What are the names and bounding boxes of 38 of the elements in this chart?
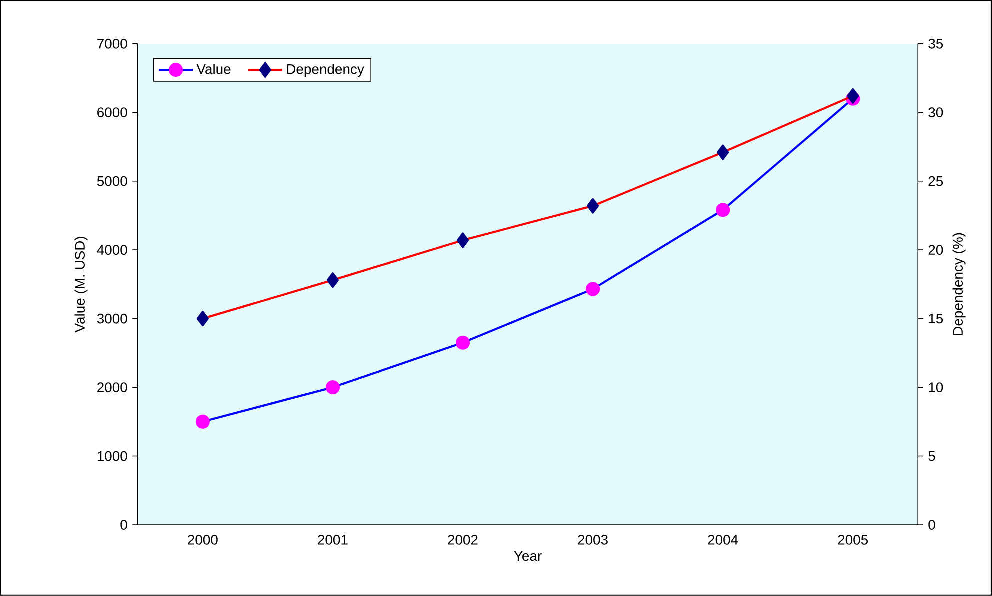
x-tick-label: 2003 bbox=[578, 535, 608, 545]
point bbox=[196, 311, 209, 327]
x-tick-label: 2001 bbox=[318, 535, 348, 545]
point bbox=[717, 144, 730, 160]
y2-tick-label: 15 bbox=[929, 314, 944, 324]
point bbox=[716, 203, 730, 218]
y-tick-label: 4000 bbox=[97, 245, 128, 256]
point bbox=[586, 198, 600, 214]
y-tick-label: 1000 bbox=[98, 451, 128, 462]
y2-tick-label: 20 bbox=[928, 245, 944, 256]
y2-tick-label: 35 bbox=[928, 38, 944, 49]
y2-tick-label: 30 bbox=[928, 108, 944, 118]
y-axis-title: Value (M. USD) bbox=[74, 237, 88, 333]
y-tick-label: 7000 bbox=[98, 38, 128, 49]
point bbox=[456, 232, 470, 248]
point bbox=[196, 414, 210, 429]
y2-tick-label: 25 bbox=[928, 176, 944, 186]
point bbox=[326, 272, 340, 288]
y-tick-label: 5000 bbox=[97, 176, 128, 186]
legend-label: Dependency bbox=[287, 64, 364, 78]
y2-axis-title: Dependency (%) bbox=[952, 233, 966, 336]
point bbox=[586, 282, 600, 296]
y-tick-label: 3000 bbox=[97, 314, 128, 324]
point bbox=[847, 88, 860, 104]
point bbox=[326, 380, 340, 395]
x-tick-label: 2000 bbox=[188, 535, 218, 545]
y2-tick-label: 5 bbox=[928, 451, 936, 462]
y-tick-label: 0 bbox=[120, 520, 128, 530]
x-tick-label: 2002 bbox=[448, 535, 478, 545]
y2-tick-label: 0 bbox=[928, 520, 936, 530]
y2-tick-label: 10 bbox=[929, 382, 944, 393]
x-tick-label: 2004 bbox=[708, 535, 738, 545]
y-tick-label: 6000 bbox=[98, 108, 128, 118]
legend-label: Value bbox=[196, 64, 231, 74]
x-tick-label: 2005 bbox=[838, 535, 868, 545]
y-tick-label: 2000 bbox=[98, 382, 128, 393]
point bbox=[456, 336, 470, 350]
x-axis-title: Year bbox=[514, 551, 542, 562]
